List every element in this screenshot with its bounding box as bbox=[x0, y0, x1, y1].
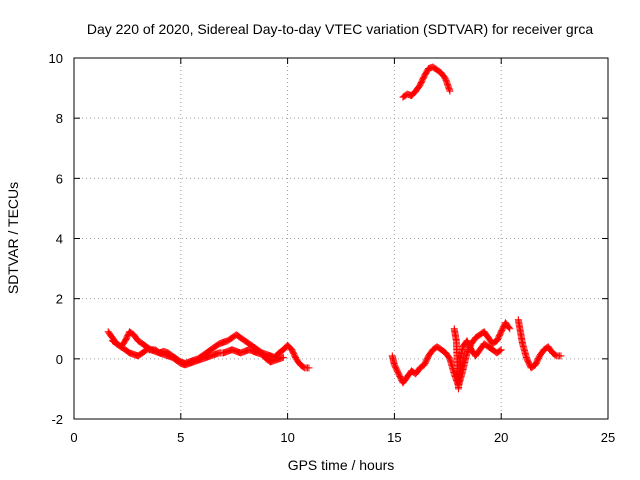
tick-labels: 0 5 10 15 20 25 -2 0 2 4 6 8 10 bbox=[49, 51, 616, 445]
series-1 bbox=[104, 328, 313, 372]
data-point bbox=[505, 324, 513, 332]
y-axis-label: SDTVAR / TECUs bbox=[5, 182, 21, 294]
data-point bbox=[305, 364, 313, 372]
series-5 bbox=[450, 325, 505, 393]
data-point bbox=[506, 325, 514, 333]
data-point bbox=[279, 353, 287, 361]
y-tick-label: 4 bbox=[56, 232, 63, 247]
series-2 bbox=[108, 337, 287, 369]
data-point bbox=[496, 347, 504, 355]
chart-title: Day 220 of 2020, Sidereal Day-to-day VTE… bbox=[87, 21, 593, 37]
y-tick-label: 10 bbox=[49, 51, 63, 66]
x-tick-label: 10 bbox=[280, 430, 294, 445]
plot-frame bbox=[73, 57, 609, 420]
data-point bbox=[497, 346, 505, 354]
series-6 bbox=[514, 316, 565, 372]
data-points bbox=[104, 63, 565, 393]
series-3 bbox=[399, 63, 454, 101]
x-tick-label: 0 bbox=[70, 430, 77, 445]
x-tick-label: 5 bbox=[177, 430, 184, 445]
x-axis-label: GPS time / hours bbox=[288, 457, 395, 473]
data-point bbox=[446, 87, 454, 95]
x-tick-label: 15 bbox=[387, 430, 401, 445]
y-tick-label: 6 bbox=[56, 171, 63, 186]
y-tick-label: -2 bbox=[51, 412, 63, 427]
y-tick-label: 8 bbox=[56, 111, 63, 126]
grid-lines bbox=[74, 58, 608, 419]
y-tick-label: 2 bbox=[56, 292, 63, 307]
x-tick-label: 25 bbox=[601, 430, 615, 445]
data-point bbox=[557, 352, 565, 360]
x-tick-label: 20 bbox=[494, 430, 508, 445]
y-tick-label: 0 bbox=[56, 352, 63, 367]
